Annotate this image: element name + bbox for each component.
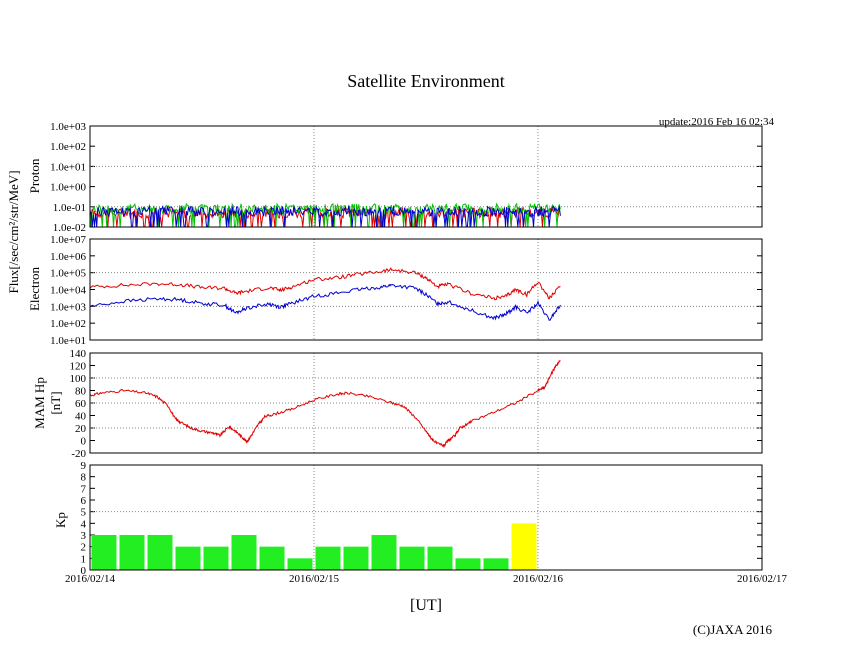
kp-ytick-label: 1	[81, 553, 87, 565]
mam-hp-ytick-label: 100	[70, 373, 87, 385]
chart-title: Satellite Environment	[347, 71, 504, 91]
kp-ytick-label: 6	[81, 495, 87, 507]
electron-ytick-label: 1.0e+06	[50, 251, 86, 263]
mam-hp-ytick-label: 60	[75, 398, 87, 410]
kp-ylabel: Kp	[53, 512, 68, 528]
kp-bar	[511, 523, 537, 570]
kp-bar	[343, 546, 369, 570]
mam-hp-ylabel: MAM Hp	[32, 377, 47, 429]
kp-ytick-label: 2	[81, 542, 87, 554]
xtick-label: 2016/02/16	[513, 573, 564, 585]
proton-ytick-label: 1.0e+03	[50, 121, 86, 133]
kp-bar	[371, 535, 397, 570]
kp-ytick-label: 8	[81, 472, 87, 484]
proton-ylabel: Proton	[27, 158, 42, 193]
kp-bar	[119, 535, 145, 570]
xtick-label: 2016/02/17	[737, 573, 788, 585]
flux-ylabel: Flux[/sec/cm²/str/MeV]	[6, 170, 21, 293]
kp-bar	[483, 558, 509, 570]
kp-ytick-label: 7	[81, 483, 87, 495]
kp-bar	[91, 535, 117, 570]
mam-hp-unit: [nT]	[48, 391, 63, 414]
electron-ytick-label: 1.0e+05	[50, 268, 86, 280]
electron-ytick-label: 1.0e+02	[50, 318, 86, 330]
mam-hp-ytick-label: 20	[75, 423, 87, 435]
electron-ytick-label: 1.0e+07	[50, 234, 86, 246]
mam-hp-ytick-label: 120	[70, 361, 87, 373]
electron-ylabel: Electron	[27, 266, 42, 311]
mam-hp-ytick-label: -20	[71, 448, 86, 460]
proton-ytick-label: 1.0e+00	[50, 182, 86, 194]
kp-bar	[427, 546, 453, 570]
kp-bar	[231, 535, 257, 570]
kp-bar	[287, 558, 313, 570]
mam-hp-series-red	[89, 360, 561, 449]
electron-ytick-label: 1.0e+03	[50, 301, 86, 313]
kp-frame	[89, 464, 763, 571]
mam-hp-frame	[89, 352, 763, 454]
electron-series-red	[89, 266, 561, 301]
electron-series-blue	[89, 283, 561, 321]
update-timestamp: update:2016 Feb 16 02:34	[659, 116, 775, 128]
proton-frame	[89, 125, 763, 228]
kp-bar	[203, 546, 229, 570]
mam-hp-ytick-label: 40	[75, 411, 87, 423]
kp-bar	[315, 546, 341, 570]
mam-hp-ytick-label: 0	[81, 436, 87, 448]
proton-ytick-label: 1.0e+01	[50, 161, 86, 173]
chart-panels: 1.0e+03 1.0e+02 1.0e+01 1.0e+00 1.0e-01 1.0e-…	[6, 121, 788, 614]
proton-series-blue	[89, 205, 561, 228]
kp-bar	[259, 546, 285, 570]
copyright: (C)JAXA 2016	[693, 622, 773, 637]
kp-bar	[175, 546, 201, 570]
kp-bar	[147, 535, 173, 570]
mam-hp-ytick-label: 80	[75, 386, 87, 398]
electron-frame	[89, 238, 763, 341]
proton-ytick-label: 1.0e-01	[53, 202, 86, 214]
kp-bar	[455, 558, 481, 570]
kp-ytick-label: 3	[81, 530, 87, 542]
proton-ytick-label: 1.0e-02	[53, 222, 86, 234]
kp-ytick-label: 0	[81, 565, 87, 577]
proton-ytick-label: 1.0e+02	[50, 141, 86, 153]
kp-bar	[399, 546, 425, 570]
electron-ytick-label: 1.0e+01	[50, 335, 86, 347]
kp-ytick-label: 9	[81, 460, 87, 472]
kp-ytick-label: 5	[81, 507, 87, 519]
x-axis-label: [UT]	[410, 597, 442, 614]
kp-ytick-label: 4	[81, 518, 87, 530]
electron-ytick-label: 1.0e+04	[50, 285, 86, 297]
xtick-label: 2016/02/15	[289, 573, 340, 585]
proton-series-green	[89, 202, 561, 228]
xtick-label: 2016/02/14	[65, 573, 116, 585]
mam-hp-ytick-label: 140	[70, 348, 87, 360]
